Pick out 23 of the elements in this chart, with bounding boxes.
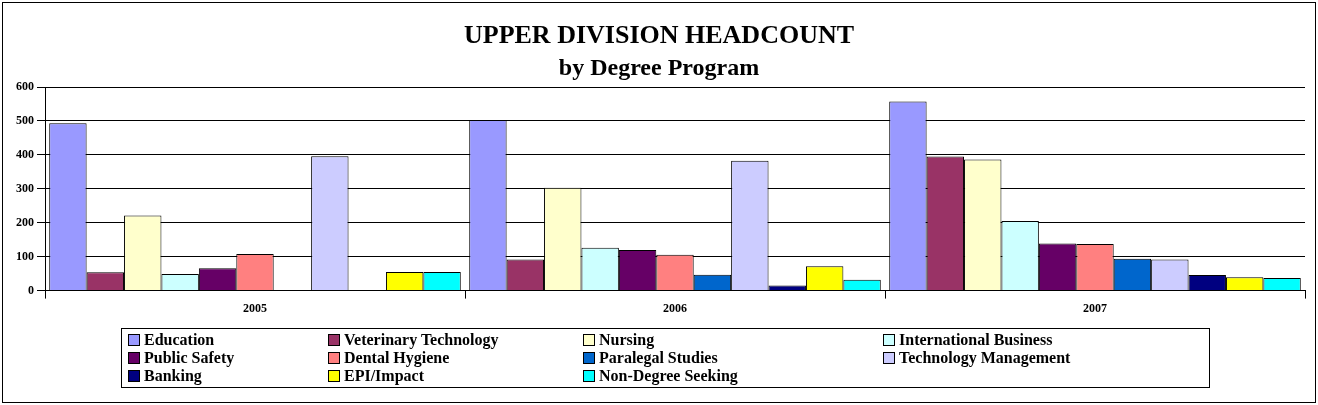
legend-label: International Business (899, 331, 1053, 349)
legend-label: EPI/Impact (344, 367, 424, 385)
legend-label: Technology Management (899, 349, 1071, 367)
legend-label: Banking (144, 367, 202, 385)
x-tick-label: 2005 (243, 300, 267, 315)
y-tick-label: 0 (28, 282, 34, 297)
legend-label: Non-Degree Seeking (599, 367, 738, 385)
legend-label: Education (144, 331, 215, 349)
legend-label: Paralegal Studies (599, 349, 718, 367)
x-tick-label: 2006 (663, 300, 687, 315)
y-tick-label: 300 (16, 180, 34, 195)
y-tick-label: 200 (16, 214, 34, 229)
y-tick-label: 600 (16, 79, 34, 94)
legend-label: Nursing (599, 331, 655, 349)
legend-label: Veterinary Technology (344, 331, 499, 349)
y-tick-label: 400 (16, 146, 34, 161)
legend-label: Dental Hygiene (344, 349, 450, 367)
x-tick-label: 2007 (1083, 300, 1107, 315)
legend-label: Public Safety (144, 349, 235, 367)
chart-title: UPPER DIVISION HEADCOUNT (463, 20, 855, 50)
chart-subtitle: by Degree Program (558, 53, 760, 80)
y-tick-label: 100 (16, 248, 34, 263)
y-tick-label: 500 (16, 113, 34, 128)
